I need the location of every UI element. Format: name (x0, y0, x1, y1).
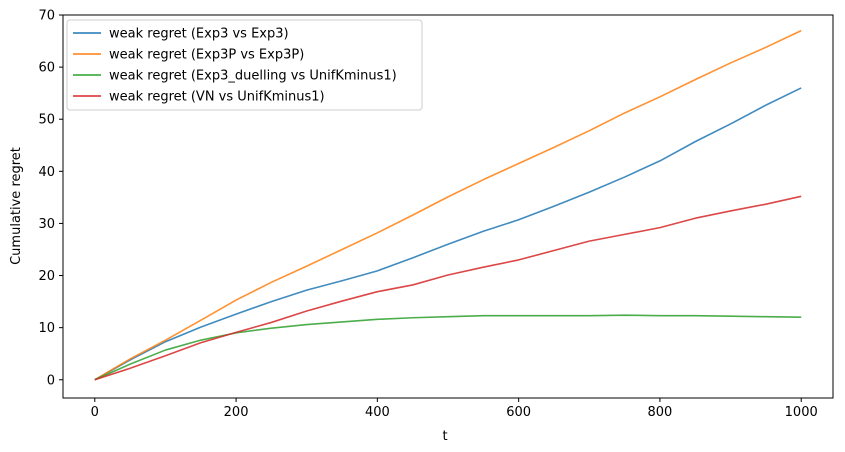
x-tick-label: 1000 (785, 405, 818, 420)
y-tick-label: 0 (47, 373, 55, 388)
legend-label-1: weak regret (Exp3P vs Exp3P) (109, 48, 304, 63)
y-tick-label: 40 (38, 165, 55, 180)
legend-label-3: weak regret (VN vs UnifKminus1) (109, 90, 325, 105)
y-axis-ticks: 0 10 20 30 40 50 60 70 (38, 9, 63, 388)
legend-label-0: weak regret (Exp3 vs Exp3) (109, 27, 289, 42)
legend: weak regret (Exp3 vs Exp3) weak regret (E… (66, 19, 423, 111)
y-tick-label: 50 (38, 113, 55, 128)
plot-frame (62, 14, 834, 399)
y-tick-label: 10 (38, 321, 55, 336)
y-axis-label: Cumulative regret (9, 147, 24, 265)
x-tick-label: 800 (648, 405, 673, 420)
y-tick-label: 70 (38, 9, 55, 24)
x-tick-label: 400 (365, 405, 390, 420)
y-tick-label: 20 (38, 269, 55, 284)
x-axis-label: t (442, 429, 447, 444)
x-axis-ticks: 0 200 400 600 800 1000 (91, 398, 818, 420)
series-line-0 (94, 87, 802, 381)
x-tick-label: 0 (91, 405, 99, 420)
y-tick-label: 30 (38, 217, 55, 232)
series-line-2 (94, 314, 802, 381)
x-tick-label: 200 (224, 405, 249, 420)
y-tick-label: 60 (38, 61, 55, 76)
x-tick-label: 600 (506, 405, 531, 420)
series-line-1 (94, 29, 802, 381)
legend-label-2: weak regret (Exp3_duelling vs UnifKminus… (109, 69, 397, 84)
legend-box (66, 19, 423, 111)
plot-lines (94, 29, 802, 381)
series-line-3 (94, 195, 802, 381)
